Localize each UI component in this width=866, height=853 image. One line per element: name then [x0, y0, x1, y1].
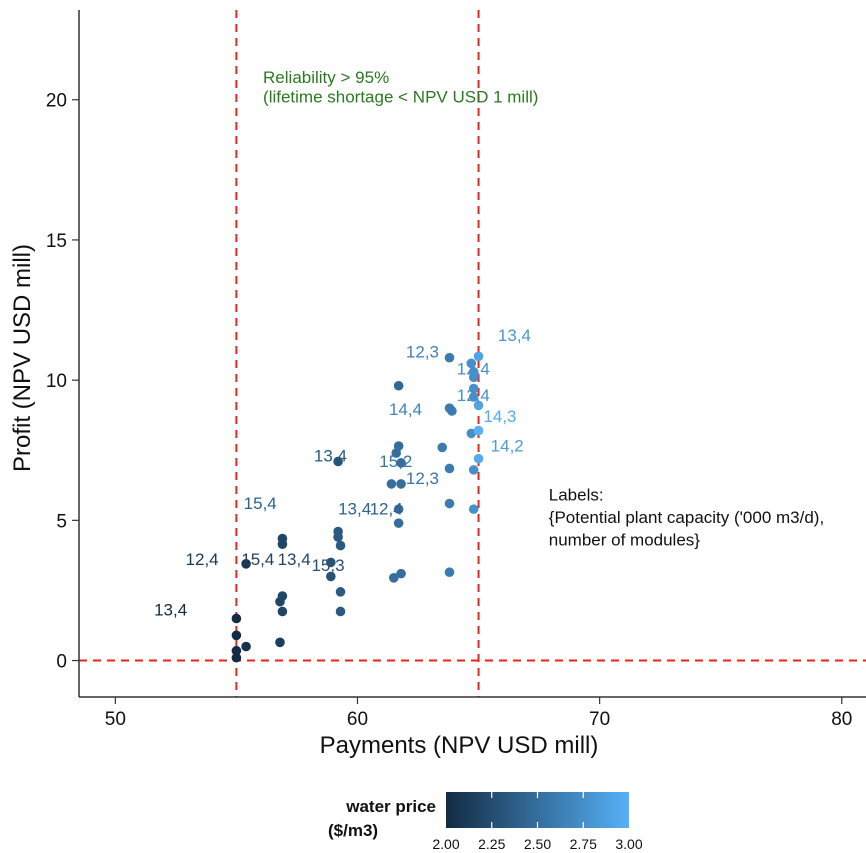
data-point — [466, 428, 477, 439]
point-label: 15,3 — [311, 556, 344, 575]
axes-layer: 50 60 70 80 0 5 10 15 20 — [46, 10, 866, 730]
colorbar-tick-label: 2.00 — [432, 836, 459, 852]
point-label: 12,4 — [457, 360, 490, 379]
point-label: 15,2 — [379, 452, 412, 471]
data-point — [275, 637, 285, 648]
point-label: 13,4 — [278, 550, 311, 569]
data-point — [396, 479, 406, 489]
annotation-text: Labels: — [549, 486, 604, 505]
data-point — [335, 540, 346, 551]
data-point — [444, 498, 455, 509]
point-label: 13,4 — [154, 601, 187, 620]
point-label: 14,2 — [491, 437, 524, 456]
data-point — [466, 358, 477, 369]
colorbar-tick-label: 3.00 — [615, 836, 642, 852]
point-label: 14,3 — [483, 407, 516, 426]
data-point — [393, 380, 404, 391]
data-point — [231, 613, 242, 624]
data-point — [473, 400, 484, 411]
data-point — [468, 504, 479, 514]
point-label: 12,4 — [186, 550, 219, 569]
x-tick-label: 70 — [589, 709, 610, 730]
y-tick-label: 10 — [46, 371, 67, 392]
point-label: 13,4 — [314, 446, 347, 465]
point-labels-layer: 13,412,4 15,4 13,4 15,315,4 13,412,413,4 15,2… — [154, 326, 531, 620]
y-tick-label: 0 — [56, 652, 67, 673]
data-point — [389, 573, 399, 583]
colorbar: water price ($/m3) 2.00 2.25 2.50 2.75 3.00 — [328, 792, 643, 852]
data-point — [473, 425, 484, 436]
data-point — [231, 652, 242, 663]
data-point — [333, 456, 343, 467]
data-point — [473, 351, 484, 362]
y-axis-title: Profit (NPV USD mill) — [9, 244, 36, 472]
data-point — [241, 641, 251, 652]
data-point — [335, 606, 346, 617]
data-point — [326, 557, 336, 568]
colorbar-tick-label: 2.50 — [524, 836, 551, 852]
point-label: 14,4 — [389, 400, 422, 419]
ref-lines-layer — [79, 10, 866, 697]
annotations-layer: Reliability > 95%(lifetime shortage < NP… — [263, 68, 824, 550]
data-point — [396, 458, 406, 468]
data-point — [468, 465, 479, 475]
x-tick-label: 60 — [347, 709, 368, 730]
point-label: 12,4 — [457, 386, 490, 405]
point-label: 12,3 — [406, 469, 439, 488]
data-point — [386, 479, 397, 489]
colorbar-title-line1: water price — [345, 797, 436, 816]
colorbar-tick-label: 2.75 — [570, 836, 597, 852]
point-label: 15,4 — [244, 494, 277, 513]
point-label: 13,4 — [498, 326, 531, 345]
point-label: 12,4 — [370, 500, 403, 519]
data-point — [275, 596, 285, 607]
data-point — [393, 441, 404, 451]
x-tick-label: 50 — [105, 709, 126, 730]
data-point — [447, 406, 457, 416]
colorbar-tick-label: 2.25 — [478, 836, 505, 852]
x-tick-label: 80 — [831, 709, 852, 730]
data-point — [335, 587, 346, 597]
data-point — [333, 532, 343, 542]
data-point — [231, 630, 242, 641]
data-point — [277, 539, 288, 549]
data-point — [326, 571, 336, 582]
data-point — [396, 568, 406, 579]
data-point — [437, 442, 448, 453]
data-point — [241, 559, 251, 569]
point-label: 12,3 — [406, 343, 439, 362]
data-point — [393, 518, 404, 528]
annotation-text: {Potential plant capacity ('000 m3/d), — [549, 508, 824, 527]
y-tick-label: 20 — [46, 91, 67, 112]
y-tick-label: 15 — [46, 231, 67, 252]
annotation-text: number of modules} — [549, 531, 701, 550]
data-point — [444, 567, 455, 578]
annotation-text: Reliability > 95% — [263, 68, 389, 87]
point-label: 13,4 — [338, 500, 371, 519]
point-label: 15,4 — [241, 550, 274, 569]
annotation-text: (lifetime shortage < NPV USD 1 mill) — [263, 88, 538, 107]
data-point — [468, 372, 479, 383]
data-point — [393, 504, 404, 514]
points-layer — [231, 351, 484, 663]
data-point — [277, 606, 288, 617]
data-point — [444, 463, 455, 474]
y-tick-label: 5 — [56, 511, 67, 532]
colorbar-title-line2: ($/m3) — [328, 821, 378, 840]
data-point — [468, 392, 479, 402]
data-point — [468, 383, 479, 394]
data-point — [231, 645, 242, 656]
data-point — [473, 453, 484, 464]
x-axis-title: Payments (NPV USD mill) — [320, 732, 599, 759]
data-point — [444, 352, 455, 363]
